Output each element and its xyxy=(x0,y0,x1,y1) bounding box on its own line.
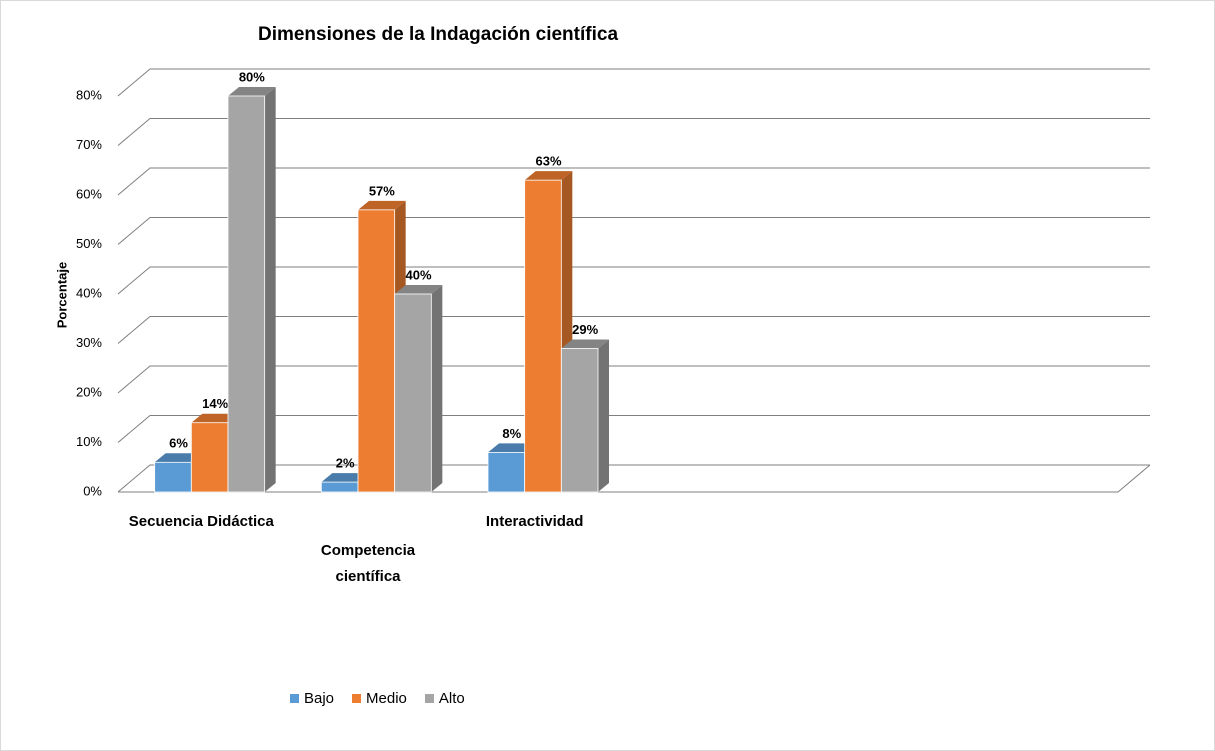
grid-line xyxy=(117,365,1150,394)
y-tick-label: 60% xyxy=(76,186,102,201)
legend-item: Bajo xyxy=(290,690,334,707)
bar-top xyxy=(191,413,239,423)
legend-swatch xyxy=(290,694,299,703)
bar xyxy=(190,422,229,493)
y-tick-label: 10% xyxy=(76,434,102,449)
data-label: 63% xyxy=(535,154,561,169)
bar xyxy=(154,461,192,493)
chart-title: Dimensiones de la Indagación científica xyxy=(258,24,618,45)
y-tick-label: 40% xyxy=(76,285,102,300)
legend-swatch xyxy=(424,694,434,703)
bar-top xyxy=(488,443,536,453)
bar-top xyxy=(358,200,406,210)
y-tick-label: 80% xyxy=(76,87,102,102)
grid-line xyxy=(117,266,1150,295)
bar-top xyxy=(228,87,276,96)
floor xyxy=(118,464,1151,493)
bar-side xyxy=(431,285,443,492)
x-tick-label: Interactividad xyxy=(485,513,584,530)
bar xyxy=(394,293,432,493)
y-tick-label: 70% xyxy=(76,137,102,152)
grid-line xyxy=(117,118,1150,146)
legend-item: Medio xyxy=(352,690,407,707)
legend-item: Alto xyxy=(424,690,465,707)
data-label: 57% xyxy=(369,183,395,198)
bar xyxy=(227,95,266,493)
grid-line xyxy=(117,217,1150,245)
x-tick-label: Competencia científica xyxy=(320,542,416,585)
data-label: 80% xyxy=(239,69,265,84)
bar xyxy=(320,481,359,493)
grid-line xyxy=(117,167,1150,196)
legend: Bajo Medio Alto xyxy=(290,690,465,707)
y-tick-label: 20% xyxy=(76,384,102,399)
bar-top xyxy=(154,453,203,463)
bar-side xyxy=(264,87,276,492)
bar-top xyxy=(524,171,573,181)
legend-label: Bajo xyxy=(304,690,335,707)
grid-line xyxy=(117,464,1150,493)
grid-line xyxy=(117,415,1150,443)
data-label: 6% xyxy=(169,436,188,451)
y-tick-label: 50% xyxy=(76,236,102,251)
bar xyxy=(487,451,526,493)
data-label: 29% xyxy=(572,322,598,337)
bar-top xyxy=(394,285,443,294)
bar-top xyxy=(321,473,369,483)
grid-line xyxy=(117,316,1150,344)
bar xyxy=(560,348,599,493)
grid-line xyxy=(117,68,1150,97)
y-tick-label: 30% xyxy=(76,335,102,350)
data-label: 14% xyxy=(202,396,228,411)
x-tick-label: Secuencia Didáctica xyxy=(128,513,274,530)
data-label: 40% xyxy=(405,267,431,282)
legend-swatch xyxy=(352,694,362,703)
bar xyxy=(357,209,396,493)
data-label: 8% xyxy=(502,426,521,441)
legend-label: Alto xyxy=(438,690,465,707)
bar-top xyxy=(561,339,609,349)
data-label: 2% xyxy=(336,456,355,471)
legend-label: Medio xyxy=(366,690,407,707)
bar xyxy=(524,179,562,493)
bar-side xyxy=(598,339,609,492)
y-tick-label: 0% xyxy=(83,483,102,498)
y-axis-label: Porcentaje xyxy=(54,262,69,328)
